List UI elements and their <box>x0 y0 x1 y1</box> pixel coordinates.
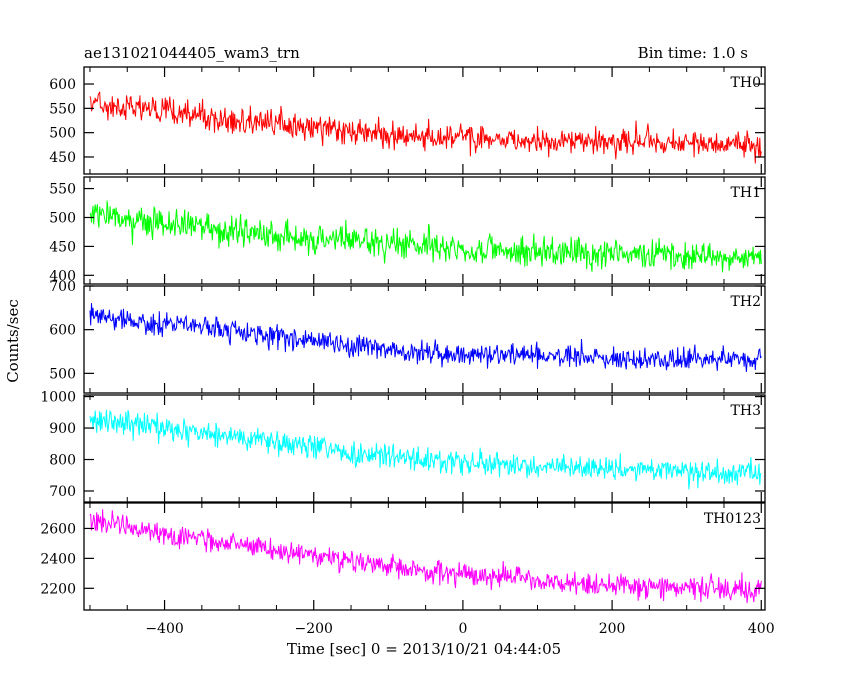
series-line-th0123 <box>89 509 762 604</box>
panel-frame <box>83 285 766 394</box>
y-tick-label: 600 <box>49 323 76 339</box>
panel-label-th2: TH2 <box>731 294 761 310</box>
y-tick-label: 700 <box>49 279 76 295</box>
x-tick-label: 200 <box>599 621 626 637</box>
panel-label-th3: TH3 <box>731 403 761 419</box>
panel-th3: 700 800 900 1000 TH3 <box>40 390 766 503</box>
y-tick-label: 900 <box>49 421 76 437</box>
panel-label-th0123: TH0123 <box>704 511 761 527</box>
y-tick-label: 550 <box>49 182 76 198</box>
y-tick-label: 2200 <box>40 581 76 597</box>
x-tick-label: 400 <box>748 621 775 637</box>
y-tick-label: 600 <box>49 77 76 93</box>
panel-label-th1: TH1 <box>731 185 761 201</box>
panel-label-th0: TH0 <box>731 75 761 91</box>
y-tick-label: 450 <box>49 239 76 255</box>
panel-th2: 500 600 700 TH2 <box>49 279 766 394</box>
x-axis: −400 −200 0 200 400 <box>145 621 774 637</box>
panel-frame <box>83 176 766 285</box>
series-line-th3 <box>89 409 762 490</box>
y-tick-label: 500 <box>49 210 76 226</box>
y-axis-label: Counts/sec <box>4 299 22 383</box>
panel-th0: 450 500 550 600 TH0 <box>49 66 766 175</box>
series-line-th1 <box>89 200 762 273</box>
x-axis-label: Time [sec] 0 = 2013/10/21 04:44:05 <box>287 640 561 658</box>
series-line-th0 <box>89 91 762 164</box>
x-tick-label: −200 <box>295 621 333 637</box>
y-tick-label: 400 <box>49 268 76 284</box>
panel-th0123: 2200 2400 2600 TH0123 <box>40 502 766 611</box>
y-tick-label: 500 <box>49 126 76 142</box>
y-tick-label: 1000 <box>40 390 76 406</box>
panel-frame <box>83 394 766 503</box>
panel-th1: 400 450 500 550 TH1 <box>49 176 766 285</box>
panel-frame <box>83 502 766 611</box>
y-tick-label: 550 <box>49 101 76 117</box>
y-tick-label: 2400 <box>40 551 76 567</box>
x-tick-label: 0 <box>458 621 467 637</box>
y-tick-label: 700 <box>49 484 76 500</box>
y-tick-label: 2600 <box>40 521 76 537</box>
y-tick-label: 800 <box>49 453 76 469</box>
panel-stack: 450 500 550 600 TH0 400 450 500 550 TH1 500 600 700 T… <box>40 66 766 611</box>
y-tick-label: 450 <box>49 150 76 166</box>
plot-title: ae131021044405_wam3_trn <box>84 44 300 62</box>
series-line-th2 <box>89 303 762 372</box>
bin-time-label: Bin time: 1.0 s <box>638 44 748 62</box>
y-tick-label: 500 <box>49 366 76 382</box>
panel-frame <box>83 66 766 175</box>
x-tick-label: −400 <box>145 621 183 637</box>
